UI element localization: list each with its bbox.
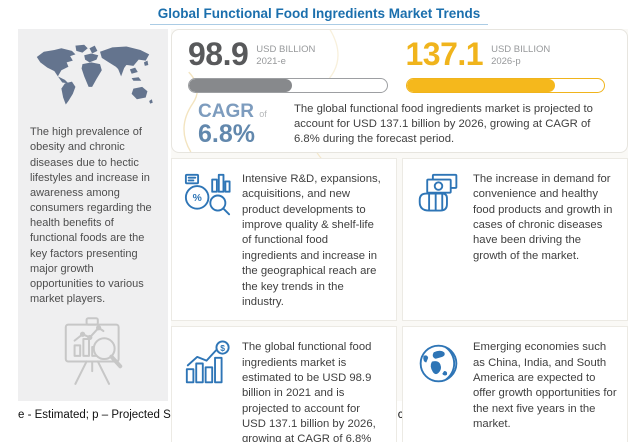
cagr-value: 6.8%: [198, 119, 255, 148]
market-research-presentation-icon: [64, 317, 123, 386]
stat-2021-unit: USD BILLION 2021-e: [256, 44, 316, 68]
svg-text:$: $: [220, 343, 225, 353]
cagr-row: CAGR of 6.8% The global functional food …: [182, 93, 617, 149]
trend-card-emerging: Emerging economies such as China, India,…: [402, 326, 628, 442]
page-title: Global Functional Food Ingredients Marke…: [149, 6, 489, 25]
trend-card-text: The increase in demand for convenience a…: [473, 173, 613, 262]
right-content: 98.9 USD BILLION 2021-e 137.1: [171, 29, 628, 442]
trend-card-text: Intensive R&D, expansions, acquisitions,…: [242, 173, 381, 308]
stat-2021-progress-bar: [188, 77, 388, 93]
trend-card-market-size: $ The global functional food ingredients…: [171, 326, 397, 442]
globe-icon: [419, 344, 458, 383]
trend-card-rd: % Intensive R&D, expansions, acquisition…: [171, 158, 397, 322]
cagr-block: CAGR of 6.8%: [188, 102, 294, 149]
stats-row: 98.9 USD BILLION 2021-e 137.1: [182, 36, 617, 93]
stat-2026-value: 137.1: [405, 36, 484, 72]
trend-card-text: Emerging economies such as China, India,…: [473, 341, 617, 431]
stats-panel: 98.9 USD BILLION 2021-e 137.1: [171, 29, 628, 153]
stat-2026: 137.1 USD BILLION 2026-p: [400, 36, 618, 93]
market-growth-chart-icon: $: [185, 340, 230, 384]
stat-2026-progress-bar: [405, 77, 605, 93]
trend-card-text: The global functional food ingredients m…: [242, 341, 376, 442]
world-map-icon: [36, 44, 153, 105]
stat-2026-progress-fill: [406, 78, 555, 92]
svg-text:%: %: [193, 193, 202, 204]
cagr-description: The global functional food ingredients m…: [294, 102, 593, 145]
trend-card-demand: The increase in demand for convenience a…: [402, 158, 628, 322]
cagr-label: CAGR of: [198, 100, 267, 122]
stat-2021-value: 98.9: [188, 36, 249, 72]
trends-grid: % Intensive R&D, expansions, acquisition…: [171, 158, 628, 442]
left-panel: The high prevalence of obesity and chron…: [18, 29, 168, 401]
left-panel-text: The high prevalence of obesity and chron…: [30, 126, 152, 306]
stat-2021: 98.9 USD BILLION 2021-e: [182, 36, 400, 93]
analysis-icon: %: [184, 173, 231, 216]
stat-2021-progress-fill: [189, 78, 292, 92]
header: Global Functional Food Ingredients Marke…: [0, 0, 638, 25]
stat-2026-unit: USD BILLION 2026-p: [491, 44, 551, 68]
main-content: The high prevalence of obesity and chron…: [18, 29, 628, 442]
demand-cash-hand-icon: [418, 173, 458, 212]
